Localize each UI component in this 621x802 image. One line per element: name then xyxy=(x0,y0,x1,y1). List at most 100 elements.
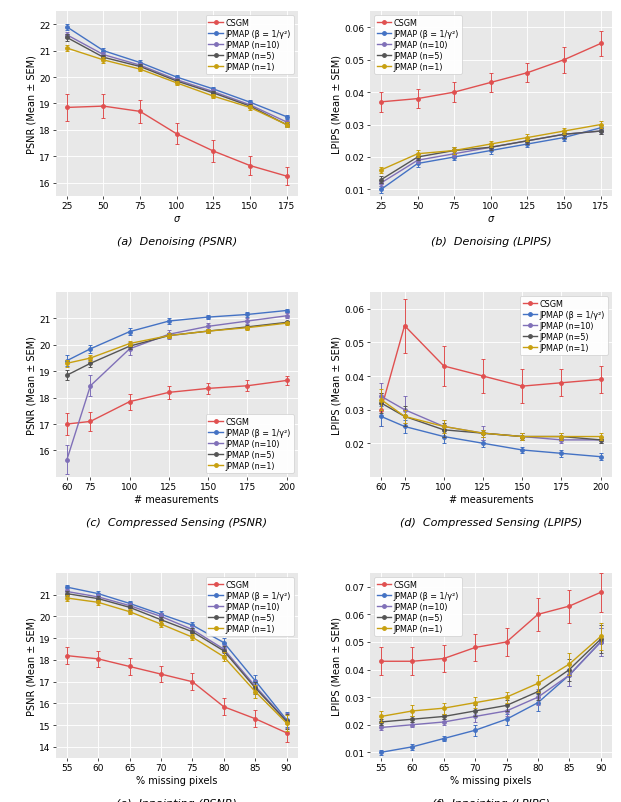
JPMAP (n=10) xyxy=(243,317,251,326)
JPMAP (β = 1/γ²) xyxy=(220,638,227,647)
JPMAP (β = 1/γ²) xyxy=(519,446,526,456)
JPMAP (n=1) xyxy=(246,103,253,113)
JPMAP (β = 1/γ²) xyxy=(471,726,479,735)
JPMAP (n=10) xyxy=(401,405,408,415)
JPMAP (n=5) xyxy=(220,646,227,656)
CSGM xyxy=(378,405,385,415)
JPMAP (n=5) xyxy=(450,147,458,156)
CSGM xyxy=(471,643,479,653)
JPMAP (n=5) xyxy=(63,371,71,380)
JPMAP (n=1) xyxy=(126,339,134,349)
JPMAP (n=5) xyxy=(378,176,385,185)
Line: CSGM: CSGM xyxy=(65,105,288,179)
JPMAP (β = 1/γ²) xyxy=(378,185,385,195)
Line: JPMAP (β = 1/γ²): JPMAP (β = 1/γ²) xyxy=(65,26,288,119)
CSGM xyxy=(94,654,102,664)
JPMAP (n=5) xyxy=(126,342,134,351)
JPMAP (n=10) xyxy=(165,330,173,340)
Line: CSGM: CSGM xyxy=(379,325,602,412)
JPMAP (β = 1/γ²) xyxy=(87,345,94,354)
Legend: CSGM, JPMAP (β = 1/γ²), JPMAP (n=10), JPMAP (n=5), JPMAP (n=1): CSGM, JPMAP (β = 1/γ²), JPMAP (n=10), JP… xyxy=(374,16,462,75)
Line: JPMAP (n=10): JPMAP (n=10) xyxy=(65,314,288,462)
JPMAP (n=5) xyxy=(440,426,448,435)
Line: CSGM: CSGM xyxy=(65,379,288,426)
JPMAP (n=5) xyxy=(519,432,526,442)
JPMAP (n=10) xyxy=(63,587,71,597)
JPMAP (n=1) xyxy=(243,323,251,333)
JPMAP (n=10) xyxy=(87,382,94,391)
CSGM xyxy=(401,322,408,331)
JPMAP (n=1) xyxy=(503,692,510,702)
X-axis label: % missing pixels: % missing pixels xyxy=(450,776,532,785)
JPMAP (n=5) xyxy=(414,153,422,163)
CSGM xyxy=(63,419,71,429)
JPMAP (n=5) xyxy=(189,627,196,637)
JPMAP (n=5) xyxy=(243,322,251,332)
JPMAP (n=5) xyxy=(378,399,385,408)
X-axis label: # measurements: # measurements xyxy=(134,495,219,504)
JPMAP (n=1) xyxy=(378,711,385,721)
JPMAP (n=5) xyxy=(524,137,531,147)
JPMAP (β = 1/γ²) xyxy=(597,452,604,462)
CSGM xyxy=(378,657,385,666)
Line: JPMAP (n=1): JPMAP (n=1) xyxy=(379,399,602,439)
Legend: CSGM, JPMAP (β = 1/γ²), JPMAP (n=10), JPMAP (n=5), JPMAP (n=1): CSGM, JPMAP (β = 1/γ²), JPMAP (n=10), JP… xyxy=(206,16,294,75)
JPMAP (n=10) xyxy=(534,692,542,702)
Line: JPMAP (β = 1/γ²): JPMAP (β = 1/γ²) xyxy=(65,585,288,722)
Text: (d)  Compressed Sensing (LPIPS): (d) Compressed Sensing (LPIPS) xyxy=(400,517,582,527)
JPMAP (β = 1/γ²) xyxy=(173,73,181,83)
JPMAP (n=1) xyxy=(560,127,568,136)
CSGM xyxy=(450,88,458,98)
JPMAP (n=10) xyxy=(440,422,448,431)
CSGM xyxy=(440,654,448,663)
JPMAP (n=5) xyxy=(566,665,573,674)
JPMAP (n=10) xyxy=(189,625,196,634)
Line: JPMAP (n=10): JPMAP (n=10) xyxy=(65,34,288,124)
Line: JPMAP (n=5): JPMAP (n=5) xyxy=(379,130,602,182)
CSGM xyxy=(87,417,94,427)
JPMAP (n=1) xyxy=(378,166,385,176)
JPMAP (n=1) xyxy=(479,429,487,439)
JPMAP (n=1) xyxy=(487,140,494,150)
JPMAP (n=10) xyxy=(487,144,494,153)
JPMAP (n=5) xyxy=(401,412,408,422)
CSGM xyxy=(246,161,253,171)
Line: JPMAP (β = 1/γ²): JPMAP (β = 1/γ²) xyxy=(379,415,602,459)
JPMAP (n=5) xyxy=(558,432,565,442)
JPMAP (n=10) xyxy=(560,130,568,140)
JPMAP (β = 1/γ²) xyxy=(378,412,385,422)
JPMAP (n=5) xyxy=(597,435,604,445)
JPMAP (n=10) xyxy=(519,432,526,442)
JPMAP (n=10) xyxy=(597,127,604,136)
Legend: CSGM, JPMAP (β = 1/γ²), JPMAP (n=10), JPMAP (n=5), JPMAP (n=1): CSGM, JPMAP (β = 1/γ²), JPMAP (n=10), JP… xyxy=(520,297,608,355)
CSGM xyxy=(524,69,531,79)
JPMAP (n=10) xyxy=(524,137,531,147)
JPMAP (n=1) xyxy=(414,150,422,160)
JPMAP (n=10) xyxy=(94,593,102,602)
X-axis label: # measurements: # measurements xyxy=(448,495,533,504)
JPMAP (n=1) xyxy=(471,698,479,707)
JPMAP (n=1) xyxy=(440,422,448,431)
CSGM xyxy=(479,372,487,382)
X-axis label: $\sigma$: $\sigma$ xyxy=(173,214,181,224)
CSGM xyxy=(165,388,173,398)
JPMAP (n=1) xyxy=(126,607,134,617)
JPMAP (β = 1/γ²) xyxy=(165,317,173,326)
CSGM xyxy=(100,102,107,111)
JPMAP (n=1) xyxy=(524,134,531,144)
JPMAP (n=1) xyxy=(63,593,71,603)
Line: JPMAP (n=10): JPMAP (n=10) xyxy=(65,590,288,723)
JPMAP (n=1) xyxy=(283,319,290,329)
JPMAP (n=1) xyxy=(558,432,565,442)
JPMAP (n=10) xyxy=(126,601,134,610)
JPMAP (n=5) xyxy=(597,127,604,136)
JPMAP (n=5) xyxy=(246,102,253,111)
JPMAP (n=10) xyxy=(378,723,385,732)
JPMAP (n=5) xyxy=(534,687,542,697)
JPMAP (β = 1/γ²) xyxy=(126,599,134,609)
JPMAP (n=1) xyxy=(566,659,573,669)
JPMAP (n=1) xyxy=(440,703,448,713)
JPMAP (β = 1/γ²) xyxy=(94,589,102,599)
Text: (a)  Denoising (PSNR): (a) Denoising (PSNR) xyxy=(117,237,237,247)
CSGM xyxy=(409,657,416,666)
